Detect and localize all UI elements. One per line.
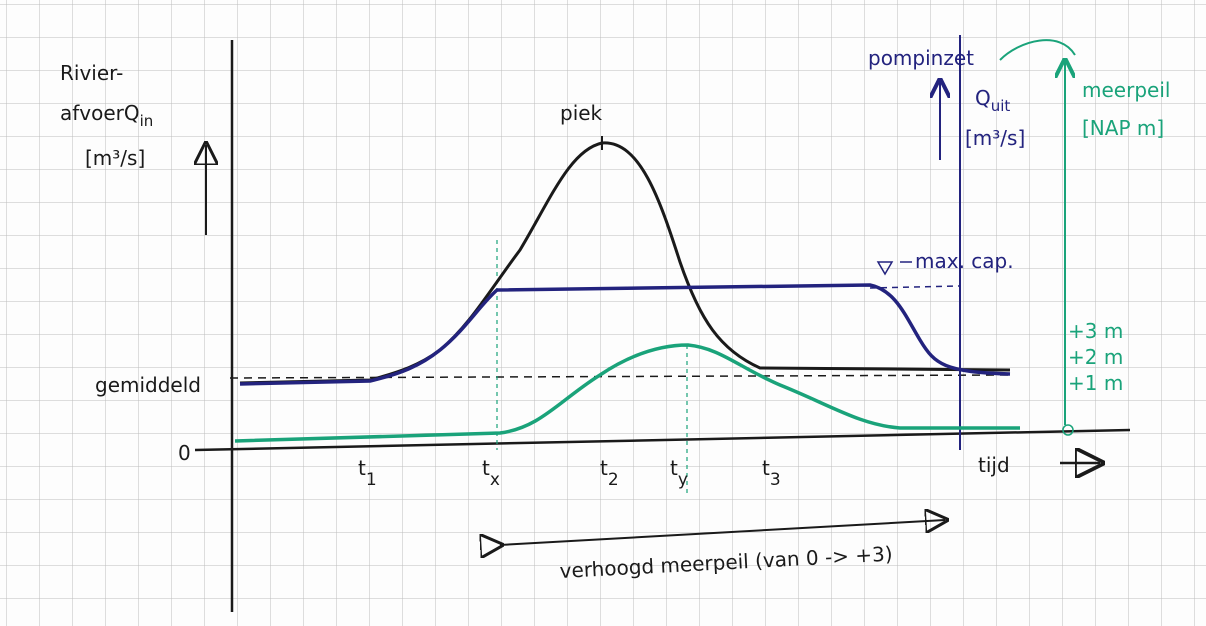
time-label: t1 (358, 456, 377, 490)
time-label-sub: 1 (366, 470, 377, 490)
time-label-main: t (482, 456, 490, 480)
max-cap-marker (876, 261, 912, 276)
time-label-main: t (762, 456, 770, 480)
time-label: ty (670, 456, 688, 490)
lake-tick: +3 m (1068, 319, 1123, 343)
average-line (229, 374, 1011, 379)
time-label-main: t (600, 456, 608, 480)
pump-curve (239, 283, 1011, 386)
max-cap-label: max. cap. (915, 249, 1014, 273)
left-axis-unit: [m³/s] (85, 146, 145, 170)
pump-title: pompinzet (868, 46, 974, 70)
max-cap-line (869, 285, 961, 289)
time-label: t3 (762, 456, 781, 490)
zero-label: 0 (178, 441, 191, 465)
lake-origin (1062, 424, 1074, 436)
lake-curve (234, 343, 1020, 443)
pump-q: Quit (975, 86, 1010, 115)
raised-level-arrow (500, 520, 945, 545)
lake-tick: +1 m (1068, 371, 1123, 395)
average-label: gemiddeld (95, 373, 201, 397)
lake-tick: +2 m (1068, 345, 1123, 369)
left-axis-q: afvoerQ (60, 101, 140, 125)
time-label: t2 (600, 456, 619, 490)
left-axis-sub: in (140, 112, 154, 130)
pump-q-main: Q (975, 86, 991, 110)
time-label-sub: 3 (770, 470, 781, 490)
lake-title: meerpeil (1082, 78, 1170, 102)
time-label-sub: 2 (608, 470, 619, 490)
lake-unit: [NAP m] (1082, 116, 1164, 140)
time-label-main: t (670, 456, 678, 480)
time-label-main: t (358, 456, 366, 480)
time-label-sub: x (490, 470, 500, 490)
pump-q-sub: uit (991, 97, 1011, 115)
time-label-sub: y (678, 470, 688, 490)
peak-label: piek (560, 101, 603, 125)
x-axis (194, 428, 1131, 452)
pump-unit: [m³/s] (965, 126, 1025, 150)
time-axis-label: tijd (978, 453, 1010, 477)
time-label: tx (482, 456, 500, 490)
left-axis-line: Rivier- (60, 61, 123, 85)
left-axis-line: afvoerQin (60, 101, 153, 130)
lake-link (999, 39, 1076, 61)
